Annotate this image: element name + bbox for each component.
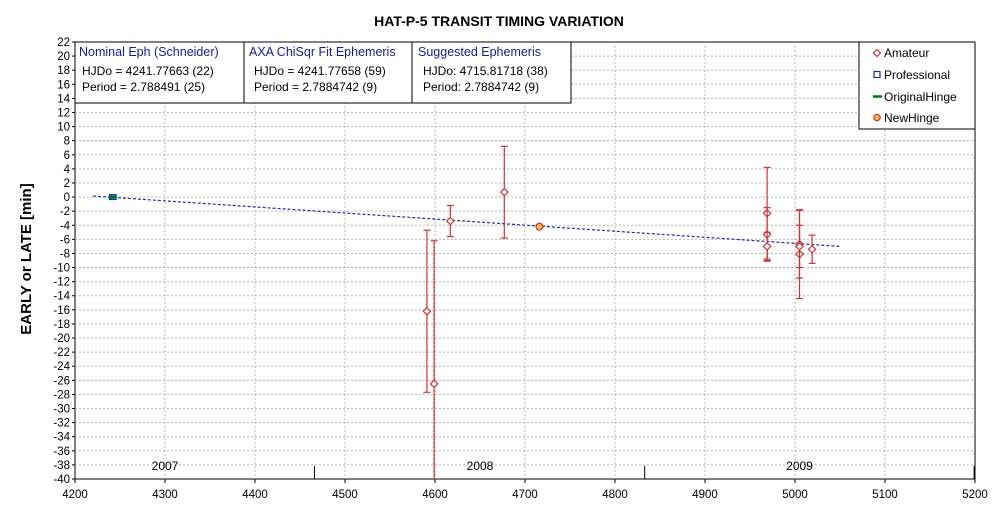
info-box-line: Period: 2.7884742 (9) (423, 80, 539, 94)
y-tick-label: 20 (57, 51, 70, 63)
x-tick-label: 4300 (152, 489, 178, 501)
y-tick-label: -32 (53, 418, 70, 430)
y-tick-label: -4 (60, 220, 71, 232)
y-tick-label: -38 (53, 460, 70, 472)
amateur-point (807, 244, 817, 254)
y-tick-label: 18 (57, 65, 70, 77)
year-label: 2009 (786, 459, 813, 473)
grid-layer (75, 42, 975, 479)
legend-label: Professional (884, 68, 950, 82)
tick-layer: 2220181614121086420-2-4-6-8-10-12-14-16-… (53, 37, 987, 501)
info-box-title: Suggested Ephemeris (418, 45, 541, 59)
legend-item-originalhinge: OriginalHinge (873, 90, 957, 104)
chart-title: HAT-P-5 TRANSIT TIMING VARIATION (374, 13, 624, 29)
x-tick-label: 4700 (512, 489, 538, 501)
newhinge-point (535, 222, 544, 231)
x-tick-label: 5200 (962, 489, 988, 501)
y-tick-label: -12 (53, 277, 70, 289)
info-box-line: Period = 2.788491 (25) (82, 80, 205, 94)
info-box-line: HJDo = 4241.77663 (22) (82, 64, 214, 78)
y-tick-label: 2 (64, 178, 70, 190)
info-box-suggested: Suggested Ephemeris HJDo: 4715.81718 (38… (411, 41, 572, 104)
y-tick-label: -22 (53, 347, 70, 359)
y-tick-label: -24 (53, 361, 70, 373)
info-box-title: Nominal Eph (Schneider) (79, 45, 219, 59)
y-tick-label: -2 (60, 206, 70, 218)
y-axis-label: EARLY or LATE [min] (18, 183, 35, 334)
y-tick-label: -40 (53, 474, 70, 486)
y-tick-label: 4 (64, 164, 71, 176)
amateur-point (429, 379, 439, 389)
y-tick-label: -6 (60, 234, 70, 246)
x-tick-label: 4900 (692, 489, 718, 501)
amateur-point (422, 306, 432, 316)
info-box-line: HJDo = 4241.77658 (59) (254, 64, 386, 78)
legend-label: NewHinge (884, 111, 940, 125)
y-tick-label: -18 (53, 319, 70, 331)
y-tick-label: -36 (53, 446, 70, 458)
x-tick-label: 4400 (242, 489, 268, 501)
x-tick-label: 5100 (872, 489, 898, 501)
y-tick-label: -10 (53, 263, 70, 275)
amateur-point (795, 241, 804, 251)
x-tick-label: 4800 (602, 489, 628, 501)
info-box-title: AXA ChiSqr Fit Ephemeris (249, 45, 396, 59)
info-box-line: HJDo: 4715.81718 (38) (423, 64, 548, 78)
amateur-point (762, 241, 772, 251)
y-tick-label: 8 (64, 136, 70, 148)
y-tick-label: -16 (53, 305, 70, 317)
x-tick-label: 4600 (422, 489, 448, 501)
year-label: 2008 (467, 459, 494, 473)
x-tick-label: 5000 (782, 489, 808, 501)
y-tick-label: -26 (53, 375, 70, 387)
y-tick-label: 6 (64, 150, 70, 162)
y-tick-label: 0 (64, 192, 70, 204)
y-tick-label: 22 (57, 37, 70, 49)
y-tick-label: -34 (53, 432, 70, 444)
y-tick-label: 14 (57, 93, 70, 105)
y-tick-label: -20 (53, 333, 70, 345)
y-tick-label: -8 (60, 248, 70, 260)
points-layer (108, 145, 817, 479)
info-box-nominal: Nominal Eph (Schneider) HJDo = 4241.7766… (74, 41, 245, 104)
year-layer: 2007 2008 2009 (152, 459, 975, 479)
legend-item-professional: Professional (873, 68, 950, 82)
year-label: 2007 (152, 459, 179, 473)
legend-label: Amateur (884, 46, 929, 60)
circle-icon (873, 113, 881, 122)
y-tick-label: 12 (57, 107, 70, 119)
info-box-axa: AXA ChiSqr Fit Ephemeris HJDo = 4241.776… (243, 41, 413, 104)
y-tick-label: -30 (53, 404, 70, 416)
y-tick-label: 10 (57, 122, 70, 134)
legend-label: OriginalHinge (884, 90, 957, 104)
x-tick-label: 4500 (332, 489, 358, 501)
y-tick-label: -14 (53, 291, 70, 303)
legend: Amateur Professional OriginalHinge NewHi… (858, 41, 976, 130)
info-box-line: Period = 2.7884742 (9) (254, 80, 377, 94)
y-tick-label: 16 (57, 79, 70, 91)
x-tick-label: 4200 (62, 489, 88, 501)
diamond-icon (872, 48, 882, 58)
amateur-point (445, 216, 455, 226)
legend-item-newhinge: NewHinge (873, 111, 940, 125)
amateur-point (499, 187, 509, 197)
y-tick-label: -28 (53, 389, 70, 401)
legend-item-amateur: Amateur (872, 46, 929, 60)
square-icon (873, 70, 881, 79)
